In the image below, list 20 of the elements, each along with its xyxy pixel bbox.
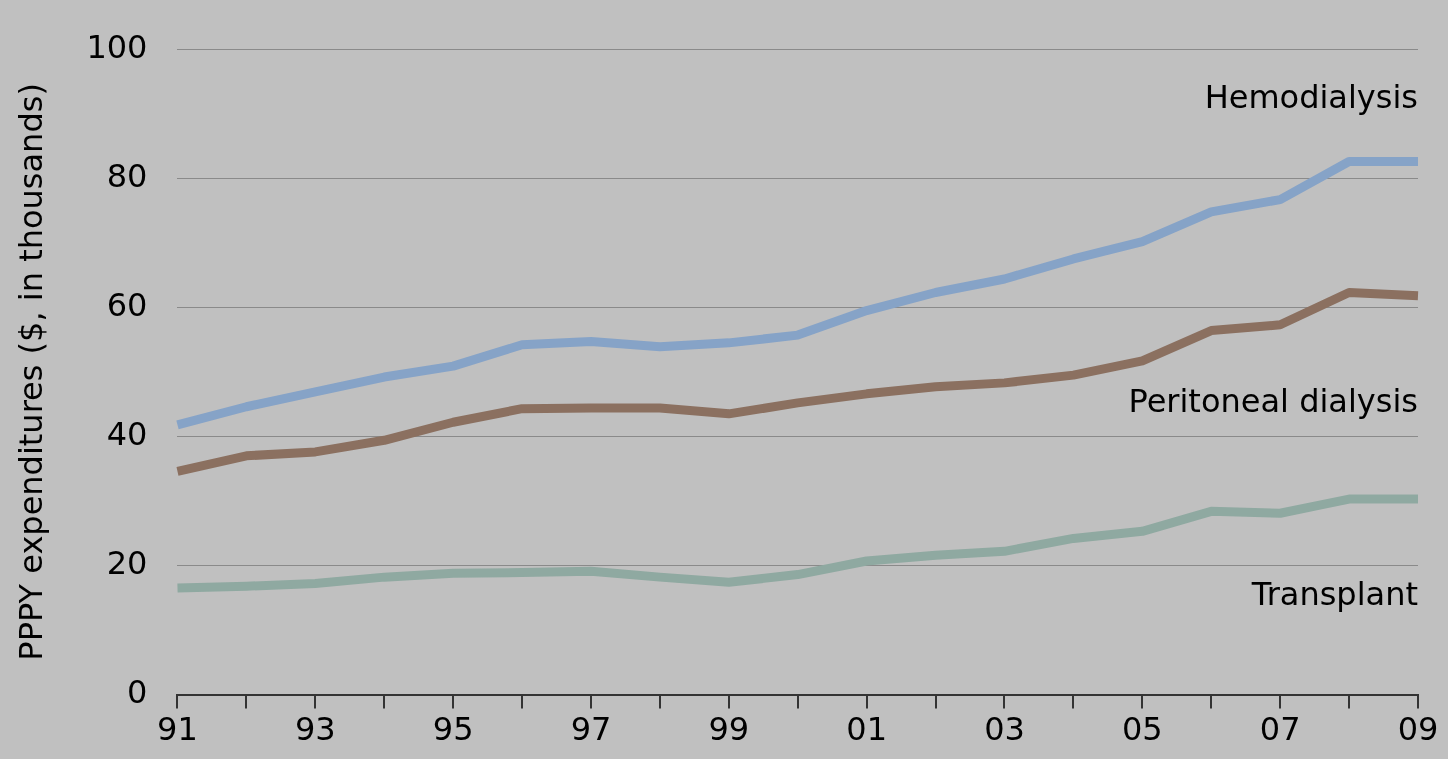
y-axis-title: PPPY expenditures ($, in thousands) — [11, 83, 50, 661]
y-tick-label: 0 — [127, 672, 148, 711]
x-tick-label: 09 — [1397, 710, 1439, 749]
x-tick-label: 07 — [1259, 710, 1301, 749]
x-tick-label: 01 — [846, 710, 888, 749]
series-label: Peritoneal dialysis — [1128, 382, 1418, 421]
x-tick-label: 95 — [432, 710, 474, 749]
y-tick-label: 60 — [106, 285, 148, 324]
x-tick-label: 91 — [157, 710, 198, 749]
series-label: Hemodialysis — [1204, 77, 1418, 116]
y-tick-label: 80 — [106, 156, 148, 195]
x-tick-label: 05 — [1121, 710, 1163, 749]
x-tick-label: 93 — [294, 710, 336, 749]
x-tick-label: 97 — [570, 710, 612, 749]
x-tick-label: 03 — [984, 710, 1025, 749]
series-label: Transplant — [1250, 575, 1418, 614]
y-tick-label: 20 — [106, 543, 148, 582]
x-tick-label: 99 — [708, 710, 750, 749]
y-tick-label: 100 — [86, 27, 148, 66]
y-tick-label: 40 — [106, 414, 148, 453]
